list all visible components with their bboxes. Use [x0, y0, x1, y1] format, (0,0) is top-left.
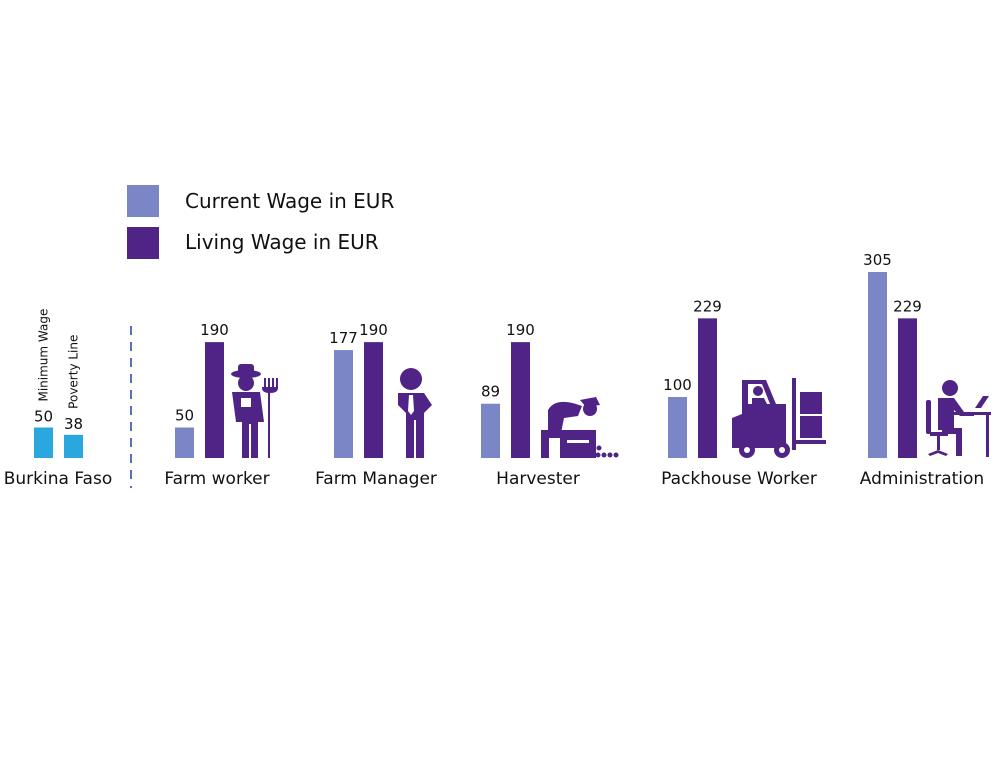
- value-label-administration-living: 229: [893, 297, 922, 315]
- value-label-harvester-current: 89: [481, 383, 500, 401]
- value-label-poverty-line: 38: [64, 415, 83, 433]
- bar-administration-living: [898, 318, 917, 458]
- value-label-harvester-living: 190: [506, 321, 535, 339]
- value-label-farm-worker-living: 190: [200, 321, 229, 339]
- legend-label-living: Living Wage in EUR: [185, 230, 379, 254]
- category-label-harvester: Harvester: [496, 469, 580, 489]
- bar-farm-worker-living: [205, 342, 224, 458]
- value-label-administration-current: 305: [863, 251, 892, 269]
- value-label-packhouse-worker-current: 100: [663, 376, 692, 394]
- bar-administration-current: [868, 272, 887, 458]
- legend-label-current: Current Wage in EUR: [185, 189, 394, 213]
- value-label-farm-worker-current: 50: [175, 407, 194, 425]
- value-label-farm-manager-living: 190: [359, 321, 388, 339]
- bar-harvester-current: [481, 403, 500, 458]
- category-label-burkina-faso: Burkina Faso: [4, 469, 112, 489]
- office-worker-icon: [926, 380, 991, 457]
- bar-harvester-living: [511, 342, 530, 458]
- label-minimum-wage: Minimum Wage: [37, 309, 51, 402]
- manager-icon: [398, 368, 432, 458]
- category-label-farm-manager: Farm Manager: [315, 469, 437, 489]
- value-label-minimum-wage: 50: [34, 408, 53, 426]
- bar-packhouse-worker-living: [698, 318, 717, 458]
- category-labels: Farm worker Farm Manager Harvester Packh…: [164, 469, 984, 489]
- legend: Current Wage in EUR Living Wage in EUR: [127, 185, 394, 259]
- bar-farm-manager-current: [334, 350, 353, 458]
- bar-farm-worker-current: [175, 427, 194, 458]
- bar-farm-manager-living: [364, 342, 383, 458]
- bar-poverty-line: [64, 434, 83, 458]
- legend-swatch-current: [127, 185, 159, 217]
- label-poverty-line: Poverty Line: [67, 335, 81, 409]
- value-label-farm-manager-current: 177: [329, 329, 358, 347]
- legend-swatch-living: [127, 227, 159, 259]
- forklift-icon: [732, 378, 826, 458]
- category-label-packhouse-worker: Packhouse Worker: [661, 469, 817, 489]
- category-label-administration: Administration: [860, 469, 984, 489]
- reference-group: 50 38 Minimum Wage Poverty Line Burkina …: [4, 309, 112, 489]
- farmer-icon: [231, 364, 278, 458]
- bar-minimum-wage: [34, 427, 53, 458]
- bar-packhouse-worker-current: [668, 397, 687, 458]
- harvester-icon: [541, 397, 619, 458]
- value-label-packhouse-worker-living: 229: [693, 297, 722, 315]
- category-label-farm-worker: Farm worker: [164, 469, 269, 489]
